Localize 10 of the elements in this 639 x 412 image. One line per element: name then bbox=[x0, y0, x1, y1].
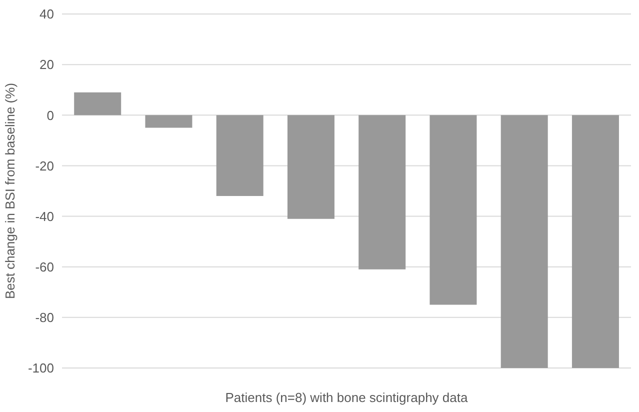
y-tick-label: 40 bbox=[40, 6, 54, 22]
x-axis-title: Patients (n=8) with bone scintigraphy data bbox=[225, 390, 468, 405]
y-tick-label: -40 bbox=[35, 208, 54, 224]
y-axis-title: Best change in BSI from baseline (%) bbox=[2, 82, 18, 300]
y-tick-label: -60 bbox=[35, 259, 54, 274]
y-tick-label: -20 bbox=[35, 158, 54, 174]
y-tick-label: 0 bbox=[46, 108, 54, 123]
y-tick-label: 20 bbox=[40, 57, 54, 72]
y-tick-label: -100 bbox=[28, 360, 54, 376]
y-tick-label: -80 bbox=[35, 310, 54, 326]
